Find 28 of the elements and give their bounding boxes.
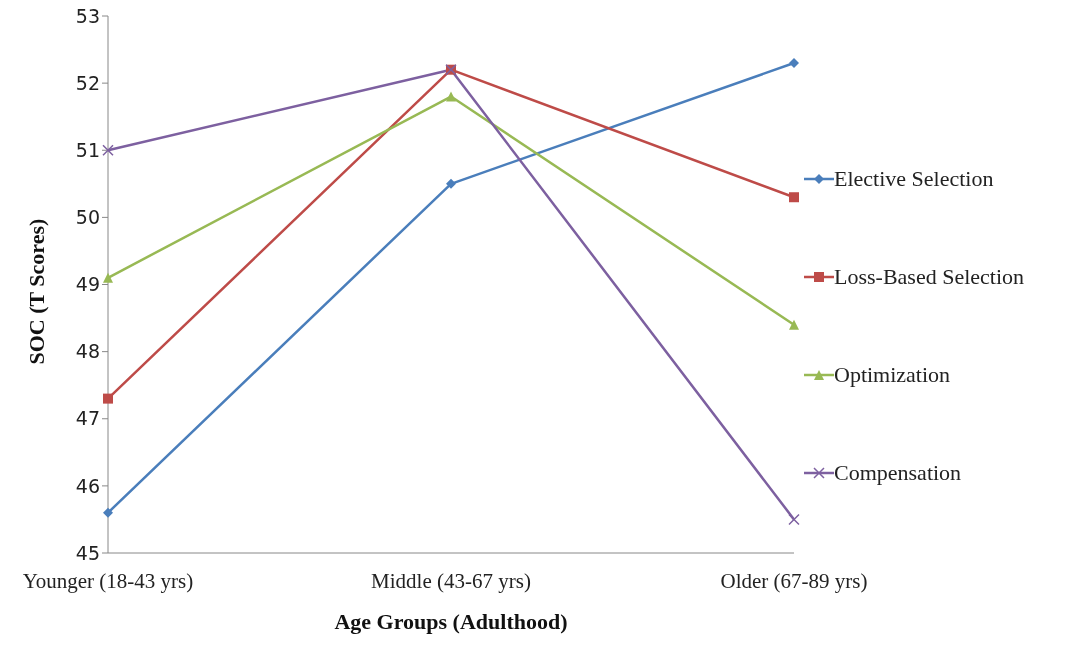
legend-label: Compensation (834, 459, 962, 486)
y-tick-label: 52 (75, 71, 100, 94)
x-tick-label: Younger (18-43 yrs) (22, 568, 194, 593)
legend-label: Elective Selection (834, 165, 994, 192)
y-tick-label: 49 (75, 273, 100, 296)
x-axis-title: Age Groups (Adulthood) (334, 609, 568, 634)
point (103, 507, 113, 518)
point (102, 144, 114, 156)
legend-label: Optimization (834, 361, 951, 388)
y-tick-label: 50 (75, 206, 100, 229)
point (103, 272, 113, 283)
point (446, 178, 456, 189)
point (789, 192, 799, 203)
legend-label: Loss-Based Selection (834, 263, 1025, 290)
point (789, 319, 799, 330)
point (789, 57, 799, 68)
point (103, 393, 113, 404)
point (446, 91, 456, 102)
y-tick-label: 46 (75, 474, 100, 497)
point (788, 513, 800, 526)
y-tick-label: 48 (75, 340, 100, 363)
y-tick-label: 45 (75, 541, 100, 564)
y-tick-label: 53 (75, 4, 100, 27)
y-tick-label: 47 (75, 407, 100, 430)
x-tick-label: Older (67-89 yrs) (720, 568, 868, 593)
y-tick-label: 51 (75, 138, 100, 161)
x-tick-label: Middle (43-67 yrs) (371, 568, 531, 593)
y-axis-title: SOC (T Scores) (23, 218, 49, 365)
